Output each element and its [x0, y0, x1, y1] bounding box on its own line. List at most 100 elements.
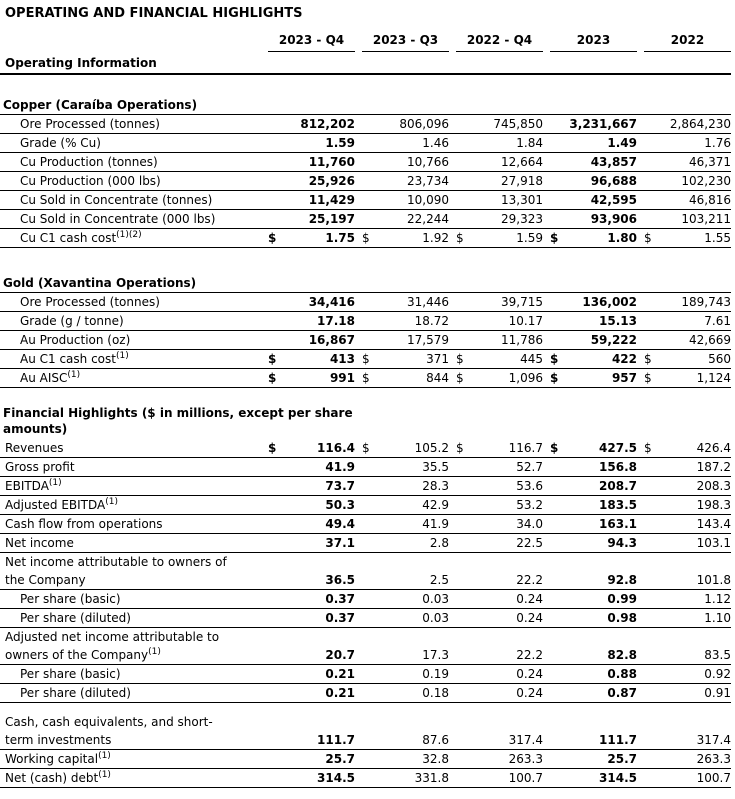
cell-value: 317.4 — [508, 733, 543, 747]
cell-value: 73.7 — [325, 479, 355, 493]
footnote-ref: (1) — [98, 751, 111, 761]
cell-value: 1.59 — [516, 231, 543, 245]
row-label-text: Working capital — [5, 752, 99, 766]
row-label: Net income attributable to owners of the… — [0, 553, 261, 589]
value-cell: 317.4 — [456, 731, 543, 749]
value-cell: 0.03 — [362, 609, 449, 627]
cell-value: 991 — [329, 371, 355, 385]
cell-value: 16,867 — [308, 333, 355, 347]
row-label: Au Production (oz) — [0, 331, 261, 349]
value-cell: 96,688 — [550, 172, 637, 190]
page-title: OPERATING AND FINANCIAL HIGHLIGHTS — [5, 6, 303, 21]
value-cell: 41.9 — [362, 515, 449, 533]
cell-value: 163.1 — [599, 517, 637, 531]
cell-value: 49.4 — [325, 517, 355, 531]
cell-value: 11,786 — [501, 333, 543, 347]
value-cell: $1.92 — [362, 229, 449, 247]
cell-value: 53.2 — [516, 498, 543, 512]
value-cell: 13,301 — [456, 191, 543, 209]
value-cell: 31,446 — [362, 293, 449, 311]
currency-symbol: $ — [644, 441, 652, 455]
value-cell: 143.4 — [644, 515, 731, 533]
cell-value: 314.5 — [317, 771, 355, 785]
row-label-text: Grade (% Cu) — [20, 136, 101, 150]
cell-value: 2.8 — [429, 536, 449, 550]
row-label: Per share (basic) — [0, 665, 261, 683]
footnote-ref: (1) — [148, 647, 161, 657]
row-label-text: Ore Processed (tonnes) — [20, 117, 160, 131]
cell-value: 1.55 — [704, 231, 731, 245]
row-label-text: Per share (diluted) — [20, 611, 131, 625]
cell-value: 93,906 — [590, 212, 637, 226]
table-row: Per share (basic) 0.37 0.03 0.24 0.99 1.12 — [0, 590, 731, 609]
value-cell: 17.3 — [362, 646, 449, 664]
table-row: Working capital(1) 25.7 32.8 263.3 25.7 263.3 — [0, 750, 731, 769]
value-cell: 2.5 — [362, 571, 449, 589]
table-row: Grade (g / tonne) 17.18 18.72 10.17 15.13 7.6… — [0, 312, 731, 331]
value-cell: $1.55 — [644, 229, 731, 247]
cell-value: 0.21 — [325, 686, 355, 700]
cell-value: 1.84 — [516, 136, 543, 150]
currency-symbol: $ — [644, 231, 652, 245]
value-cell: 0.21 — [268, 665, 355, 683]
cell-value: 189,743 — [681, 295, 731, 309]
value-cell: 25,926 — [268, 172, 355, 190]
value-cell: $116.7 — [456, 439, 543, 457]
currency-symbol: $ — [362, 231, 370, 245]
row-label: Per share (basic) — [0, 590, 261, 608]
value-cell: 314.5 — [268, 769, 355, 787]
cell-value: 25,926 — [308, 174, 355, 188]
value-cell: $116.4 — [268, 439, 355, 457]
value-cell: 28.3 — [362, 477, 449, 495]
value-cell: 92.8 — [550, 571, 637, 589]
value-cell: 102,230 — [644, 172, 731, 190]
value-cell: 136,002 — [550, 293, 637, 311]
row-label: Per share (diluted) — [0, 609, 261, 627]
table-row: Per share (diluted) 0.21 0.18 0.24 0.87 0.91 — [0, 684, 731, 703]
value-cell: 17.18 — [268, 312, 355, 330]
value-cell: 163.1 — [550, 515, 637, 533]
cell-value: 1.10 — [704, 611, 731, 625]
row-label: Net income — [0, 534, 261, 552]
cell-value: 52.7 — [516, 460, 543, 474]
cell-value: 0.03 — [422, 611, 449, 625]
value-cell: $1.59 — [456, 229, 543, 247]
cell-value: 1,096 — [508, 371, 543, 385]
cell-value: 34.0 — [516, 517, 543, 531]
cell-value: 413 — [329, 352, 355, 366]
cell-value: 34,416 — [308, 295, 355, 309]
value-cell: 53.2 — [456, 496, 543, 514]
cell-value: 11,760 — [308, 155, 355, 169]
value-cell: 11,786 — [456, 331, 543, 349]
cell-value: 42.9 — [422, 498, 449, 512]
row-label-text: Grade (g / tonne) — [20, 314, 124, 328]
footnote-ref: (1) — [115, 351, 129, 361]
value-cell: 37.1 — [268, 534, 355, 552]
value-cell: 0.24 — [456, 609, 543, 627]
row-label-text: Net (cash) debt — [5, 771, 99, 785]
cell-value: 208.3 — [696, 479, 731, 493]
cell-value: 105.2 — [414, 441, 449, 455]
value-cell: 49.4 — [268, 515, 355, 533]
cell-value: 844 — [426, 371, 449, 385]
cell-value: 32.8 — [422, 752, 449, 766]
cell-value: 37.1 — [325, 536, 355, 550]
row-label: Au AISC(1) — [0, 369, 261, 387]
value-cell: $105.2 — [362, 439, 449, 457]
cell-value: 371 — [426, 352, 449, 366]
table-row: Adjusted net income attributable to owne… — [0, 628, 731, 665]
row-label-text: Gross profit — [5, 460, 75, 474]
value-cell: 20.7 — [268, 646, 355, 664]
row-label: Cu Production (tonnes) — [0, 153, 261, 171]
cell-value: 15.13 — [599, 314, 637, 328]
value-cell: 39,715 — [456, 293, 543, 311]
value-cell: 46,371 — [644, 153, 731, 171]
value-cell: 43,857 — [550, 153, 637, 171]
value-cell: 0.87 — [550, 684, 637, 702]
value-cell: 25,197 — [268, 210, 355, 228]
cell-value: 36.5 — [325, 573, 355, 587]
row-label-text: Cash, cash equivalents, and short- term … — [5, 715, 213, 747]
cell-value: 22.5 — [516, 536, 543, 550]
value-cell: 317.4 — [644, 731, 731, 749]
value-cell: 183.5 — [550, 496, 637, 514]
